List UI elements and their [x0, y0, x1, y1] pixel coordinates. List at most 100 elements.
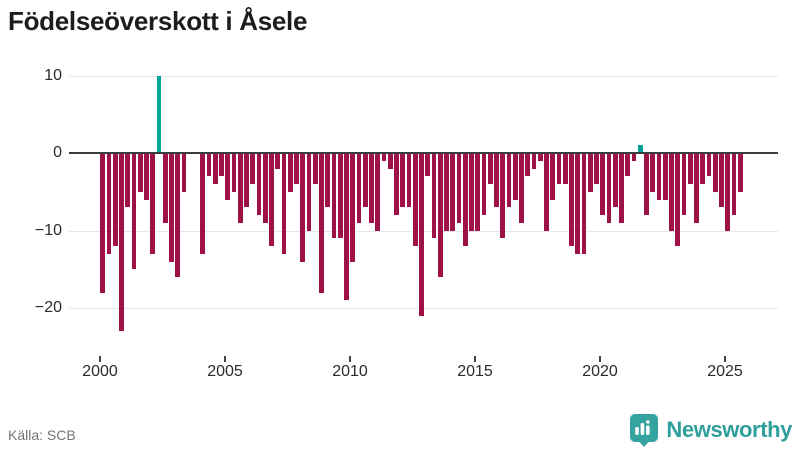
- positive-bar: [156, 75, 162, 153]
- y-axis-tick-label: 10: [44, 66, 62, 84]
- negative-bar: [131, 153, 137, 270]
- x-axis-tick-label: 2015: [457, 363, 493, 380]
- negative-bar: [137, 153, 143, 192]
- negative-bar: [200, 153, 206, 254]
- negative-bar: [681, 153, 687, 215]
- negative-bar: [169, 153, 174, 262]
- negative-bar: [350, 153, 356, 262]
- negative-bar: [425, 153, 431, 177]
- negative-bar: [437, 153, 443, 277]
- x-axis-tick: [349, 356, 351, 362]
- negative-bar: [612, 153, 618, 208]
- negative-bar: [256, 153, 262, 215]
- negative-bar: [356, 153, 362, 223]
- brand-name: Newsworthy: [666, 417, 792, 442]
- negative-bar: [181, 153, 187, 192]
- negative-bar: [319, 153, 324, 293]
- negative-bar: [306, 153, 312, 231]
- negative-bar: [700, 153, 706, 184]
- negative-bar: [381, 153, 387, 161]
- negative-bar: [106, 153, 112, 254]
- x-axis-tick-label: 2025: [707, 363, 743, 380]
- negative-bar: [225, 153, 231, 200]
- negative-bar: [312, 153, 318, 184]
- negative-bar: [162, 153, 168, 223]
- negative-bar: [400, 153, 406, 208]
- negative-bar: [694, 153, 699, 223]
- x-axis-tick-label: 2010: [332, 363, 368, 380]
- negative-bar: [712, 153, 718, 192]
- negative-bar: [119, 153, 124, 332]
- newsworthy-logo-icon: [630, 414, 659, 447]
- negative-bar: [687, 153, 693, 184]
- x-axis-tick: [724, 356, 726, 362]
- negative-bar: [656, 153, 662, 200]
- negative-bar: [275, 153, 281, 169]
- negative-bar: [337, 153, 343, 239]
- negative-bar: [231, 153, 237, 192]
- negative-bar: [556, 153, 562, 184]
- negative-bar: [481, 153, 487, 215]
- y-axis-tick-label: −20: [34, 299, 62, 316]
- negative-bar: [431, 153, 437, 239]
- negative-bar: [219, 153, 224, 177]
- gridline: [69, 75, 778, 77]
- negative-bar: [344, 153, 349, 301]
- negative-bar: [144, 153, 149, 200]
- negative-bar: [369, 153, 374, 223]
- negative-bar: [412, 153, 418, 246]
- y-axis-tick-label: 0: [53, 144, 62, 161]
- x-axis-tick: [99, 356, 101, 362]
- negative-bar: [394, 153, 399, 215]
- negative-bar: [237, 153, 243, 223]
- negative-bar: [175, 153, 181, 277]
- chart-title: Födelseöverskott i Åsele: [8, 6, 308, 36]
- negative-bar: [300, 153, 306, 262]
- negative-bar: [287, 153, 293, 192]
- negative-bar: [469, 153, 474, 231]
- negative-bar: [669, 153, 674, 231]
- negative-bar: [450, 153, 456, 231]
- negative-bar: [244, 153, 249, 208]
- positive-bar: [637, 145, 643, 153]
- x-axis-zero-line: [69, 152, 778, 154]
- x-axis-tick: [474, 356, 476, 362]
- x-axis-tick-label: 2005: [207, 363, 243, 380]
- negative-bar: [294, 153, 299, 184]
- negative-bar: [731, 153, 737, 215]
- negative-bar: [125, 153, 131, 208]
- negative-bar: [475, 153, 481, 231]
- negative-bar: [112, 153, 118, 246]
- negative-bar: [500, 153, 506, 239]
- negative-bar: [512, 153, 518, 200]
- source-label: Källa: SCB: [8, 427, 76, 443]
- negative-bar: [212, 153, 218, 184]
- negative-bar: [619, 153, 624, 223]
- negative-bar: [737, 153, 743, 192]
- x-axis-tick: [224, 356, 226, 362]
- negative-bar: [550, 153, 556, 200]
- negative-bar: [262, 153, 268, 223]
- negative-bar: [250, 153, 256, 184]
- negative-bar: [362, 153, 368, 208]
- negative-bar: [725, 153, 731, 231]
- negative-bar: [494, 153, 499, 208]
- negative-bar: [281, 153, 287, 254]
- negative-bar: [675, 153, 681, 246]
- negative-bar: [444, 153, 449, 231]
- negative-bar: [544, 153, 549, 231]
- negative-bar: [531, 153, 537, 169]
- negative-bar: [387, 153, 393, 169]
- negative-bar: [587, 153, 593, 192]
- negative-bar: [525, 153, 531, 177]
- negative-bar: [625, 153, 631, 177]
- x-axis-tick-label: 2000: [82, 363, 118, 380]
- negative-bar: [331, 153, 337, 239]
- negative-bar: [100, 153, 106, 293]
- x-axis-tick-label: 2020: [582, 363, 618, 380]
- negative-bar: [575, 153, 581, 254]
- negative-bar: [406, 153, 412, 208]
- negative-bar: [419, 153, 424, 316]
